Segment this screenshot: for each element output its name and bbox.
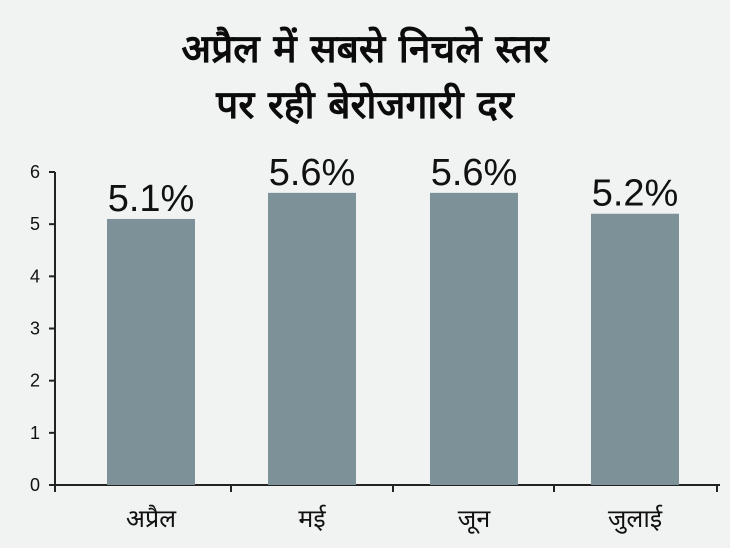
chart-title-line-1: अप्रैल में सबसे निचले स्तर: [181, 27, 549, 72]
bar: [591, 213, 679, 485]
data-label: 5.1%: [108, 178, 195, 220]
y-tick-label: 1: [30, 423, 40, 443]
category-label: अप्रैल: [126, 504, 177, 533]
chart-title: अप्रैल में सबसे निचले स्तर पर रही बेरोजग…: [0, 22, 730, 134]
y-tick-label: 6: [30, 162, 40, 182]
y-tick-label: 4: [30, 266, 40, 286]
data-label: 5.2%: [592, 173, 679, 215]
bar: [107, 218, 195, 485]
y-tick-label: 2: [30, 371, 40, 391]
y-tick-label: 0: [30, 475, 40, 495]
y-tick-label: 3: [30, 319, 40, 339]
chart-title-line-2: पर रही बेरोजगारी दर: [216, 83, 514, 128]
bar: [268, 192, 356, 485]
data-label: 5.6%: [431, 152, 518, 194]
bar: [430, 192, 518, 485]
category-label: जून: [458, 504, 492, 534]
data-label: 5.6%: [269, 152, 356, 194]
y-tick-label: 5: [30, 214, 40, 234]
category-label: मई: [298, 504, 326, 533]
category-label: जुलाई: [608, 504, 663, 534]
